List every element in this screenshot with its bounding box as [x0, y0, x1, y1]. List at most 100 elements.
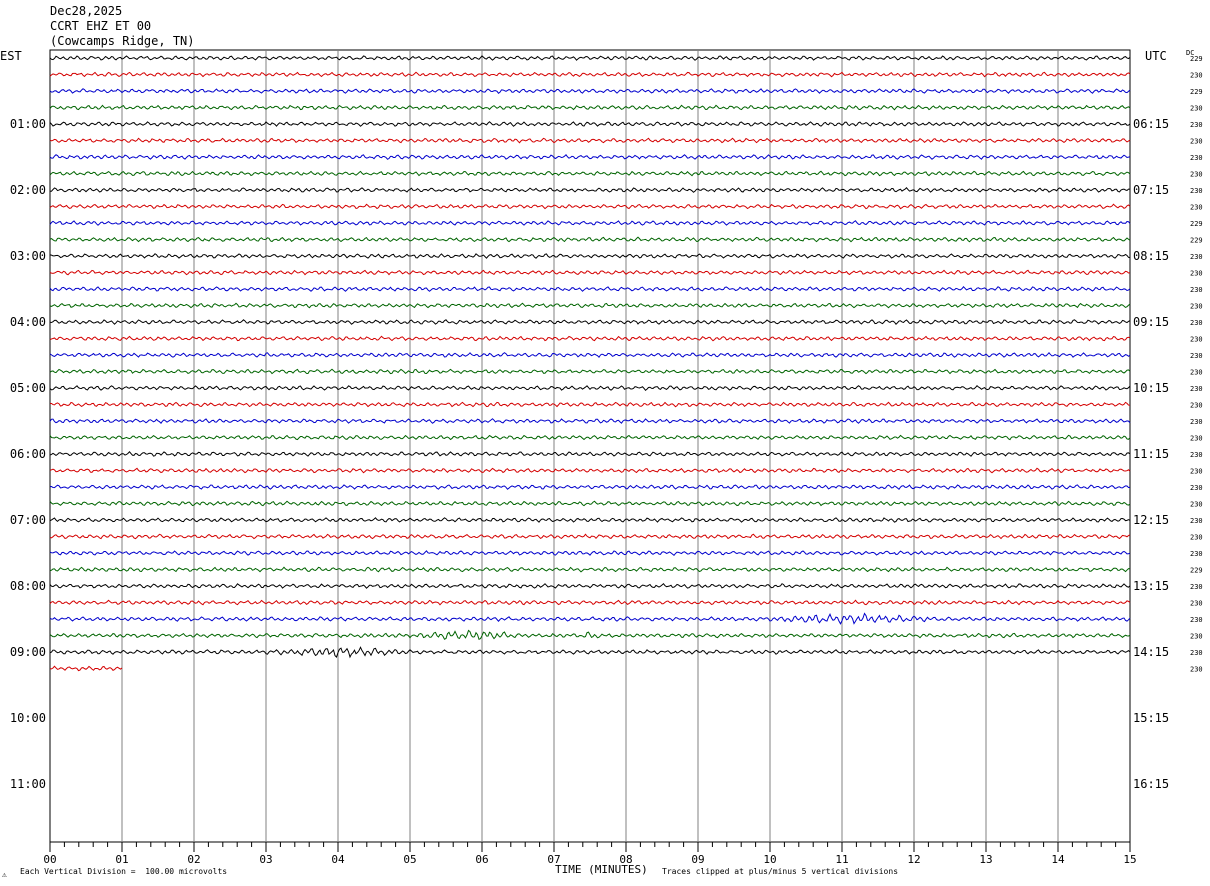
right-hour-label: 13:15 [1133, 579, 1169, 593]
dc-offset-value: 230 [1190, 72, 1203, 80]
seismic-trace [49, 121, 1131, 127]
left-hour-label: 09:00 [10, 645, 46, 659]
station-code: CCRT EHZ ET 00 [50, 19, 152, 33]
vertical-scale-note: Each Vertical Division = 100.00 microvol… [20, 867, 228, 876]
seismic-trace [49, 500, 1131, 507]
dc-offset-value: 230 [1190, 369, 1203, 377]
seismic-trace [49, 220, 1131, 226]
dc-offset-value: 230 [1190, 402, 1203, 410]
station-location: (Cowcamps Ridge, TN) [50, 34, 195, 48]
dc-offset-value: 230 [1190, 501, 1203, 509]
seismic-trace [49, 335, 1131, 342]
x-tick-label: 12 [907, 853, 920, 866]
x-tick-label: 00 [43, 853, 56, 866]
right-timezone-label: UTC [1145, 49, 1167, 63]
left-hour-label: 07:00 [10, 513, 46, 527]
seismic-trace [49, 88, 1131, 94]
seismic-trace [49, 187, 1131, 193]
seismic-trace [49, 253, 1131, 259]
plot-frame [49, 49, 1131, 843]
dc-offset-value: 230 [1190, 187, 1203, 195]
dc-offset-value: 230 [1190, 105, 1203, 113]
dc-offset-value: 230 [1190, 484, 1203, 492]
dc-offset-value: 230 [1190, 204, 1203, 212]
dc-offset-value: 230 [1190, 633, 1203, 641]
seismic-trace [49, 137, 1131, 144]
x-tick-label: 14 [1051, 853, 1065, 866]
seismic-trace [49, 665, 123, 672]
seismic-trace [49, 646, 1131, 659]
dc-offset-value: 230 [1190, 418, 1203, 426]
dc-offset-value: 230 [1190, 121, 1203, 129]
dc-offset-value: 230 [1190, 303, 1203, 311]
left-timezone-label: EST [0, 49, 22, 63]
dc-offset-value: 230 [1190, 171, 1203, 179]
dc-offset-value: 229 [1190, 220, 1203, 228]
right-hour-label: 07:15 [1133, 183, 1169, 197]
dc-offset-value: 230 [1190, 319, 1203, 327]
seismic-trace [49, 154, 1131, 160]
dc-offset-value: 230 [1190, 138, 1203, 146]
dc-offset-value: 229 [1190, 567, 1203, 575]
seismic-trace [49, 302, 1131, 309]
dc-offset-value: 230 [1190, 649, 1203, 657]
seismic-trace [49, 236, 1131, 243]
x-tick-label: 07 [547, 853, 560, 866]
seismic-trace [49, 203, 1131, 210]
right-hour-label: 11:15 [1133, 447, 1169, 461]
dc-offset-value: 230 [1190, 435, 1203, 443]
left-hour-label: 10:00 [10, 711, 46, 725]
right-hour-label: 10:15 [1133, 381, 1169, 395]
dc-offset-value: 230 [1190, 468, 1203, 476]
seismic-trace [49, 55, 1131, 61]
right-hour-label: 09:15 [1133, 315, 1169, 329]
dc-offset-value: 230 [1190, 253, 1203, 261]
dc-offset-value: 230 [1190, 451, 1203, 459]
x-tick-label: 13 [979, 853, 992, 866]
dc-offset-value: 229 [1190, 55, 1203, 63]
seismic-trace [49, 71, 1131, 78]
seismic-trace [49, 434, 1131, 441]
seismic-trace [49, 385, 1131, 391]
seismic-trace [49, 583, 1131, 589]
seismic-trace [49, 566, 1131, 573]
dc-offset-value: 230 [1190, 583, 1203, 591]
seismic-trace [49, 319, 1131, 325]
dc-offset-value: 230 [1190, 336, 1203, 344]
seismic-trace [49, 612, 1131, 625]
x-tick-label: 09 [691, 853, 704, 866]
dc-offset-value: 230 [1190, 600, 1203, 608]
seismic-trace [49, 170, 1131, 177]
seismic-trace [49, 451, 1131, 457]
x-tick-label: 15 [1123, 853, 1136, 866]
seismic-trace [49, 484, 1131, 490]
seismic-trace [49, 401, 1131, 408]
right-hour-label: 16:15 [1133, 777, 1169, 791]
left-hour-label: 06:00 [10, 447, 46, 461]
dc-offset-value: 230 [1190, 154, 1203, 162]
dc-offset-value: 230 [1190, 616, 1203, 624]
seismic-trace [49, 533, 1131, 540]
dc-offset-value: 230 [1190, 666, 1203, 674]
left-hour-label: 11:00 [10, 777, 46, 791]
left-hour-label: 02:00 [10, 183, 46, 197]
seismic-trace [49, 550, 1131, 556]
x-tick-label: 04 [331, 853, 345, 866]
x-tick-label: 03 [259, 853, 272, 866]
left-hour-label: 03:00 [10, 249, 46, 263]
warning-mark-icon: ⚠ [2, 870, 7, 879]
right-hour-label: 12:15 [1133, 513, 1169, 527]
right-hour-label: 14:15 [1133, 645, 1169, 659]
seismic-trace [49, 286, 1131, 292]
clipping-note: Traces clipped at plus/minus 5 vertical … [662, 867, 899, 876]
x-tick-label: 02 [187, 853, 200, 866]
right-hour-label: 08:15 [1133, 249, 1169, 263]
chart-date: Dec28,2025 [50, 4, 123, 18]
seismic-trace [49, 418, 1131, 424]
seismic-trace [49, 599, 1131, 606]
seismic-trace [49, 104, 1131, 111]
dc-offset-value: 230 [1190, 385, 1203, 393]
seismic-trace [49, 467, 1131, 474]
seismic-trace [49, 517, 1131, 523]
